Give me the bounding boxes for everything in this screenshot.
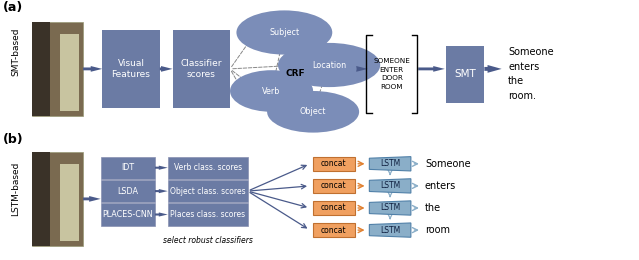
- FancyArrow shape: [155, 166, 167, 170]
- FancyBboxPatch shape: [313, 223, 355, 237]
- Text: Places class. scores: Places class. scores: [170, 210, 245, 219]
- FancyBboxPatch shape: [167, 157, 248, 179]
- Text: concat: concat: [321, 159, 347, 168]
- Polygon shape: [369, 157, 411, 171]
- Ellipse shape: [230, 70, 313, 112]
- FancyArrow shape: [83, 196, 101, 202]
- Polygon shape: [369, 201, 411, 215]
- Text: LSTM: LSTM: [380, 159, 400, 168]
- Text: LSTM: LSTM: [380, 204, 400, 212]
- FancyBboxPatch shape: [32, 152, 83, 246]
- Text: the: the: [425, 203, 441, 213]
- Text: (a): (a): [3, 1, 24, 14]
- Text: SOMEONE
ENTER
DOOR
ROOM: SOMEONE ENTER DOOR ROOM: [373, 58, 410, 90]
- Text: enters: enters: [425, 181, 456, 191]
- Text: concat: concat: [321, 181, 347, 190]
- FancyArrow shape: [418, 66, 445, 72]
- FancyArrow shape: [357, 66, 368, 72]
- Text: Object: Object: [300, 107, 327, 116]
- Text: Verb: Verb: [263, 87, 281, 95]
- Text: Subject: Subject: [269, 28, 300, 37]
- FancyBboxPatch shape: [313, 157, 355, 171]
- Text: LSTM: LSTM: [380, 181, 400, 190]
- FancyBboxPatch shape: [167, 180, 248, 202]
- FancyBboxPatch shape: [101, 203, 155, 226]
- Text: SMT: SMT: [454, 69, 476, 79]
- FancyBboxPatch shape: [313, 179, 355, 193]
- Ellipse shape: [278, 43, 380, 87]
- Text: Someone
enters
the
room.: Someone enters the room.: [508, 47, 553, 101]
- FancyBboxPatch shape: [167, 203, 248, 226]
- Text: PLACES-CNN: PLACES-CNN: [102, 210, 153, 219]
- FancyBboxPatch shape: [60, 164, 79, 241]
- Text: concat: concat: [321, 204, 347, 212]
- FancyArrow shape: [484, 65, 502, 73]
- FancyArrow shape: [155, 189, 167, 193]
- Text: select robust classifiers: select robust classifiers: [163, 236, 252, 245]
- FancyBboxPatch shape: [32, 22, 50, 116]
- Text: concat: concat: [321, 226, 347, 235]
- Polygon shape: [369, 223, 411, 237]
- FancyBboxPatch shape: [102, 30, 160, 108]
- Text: CRF: CRF: [286, 69, 305, 78]
- Ellipse shape: [267, 91, 359, 133]
- FancyBboxPatch shape: [313, 201, 355, 215]
- FancyBboxPatch shape: [173, 30, 230, 108]
- Polygon shape: [369, 179, 411, 193]
- Text: LSDA: LSDA: [118, 187, 138, 196]
- FancyBboxPatch shape: [32, 152, 50, 246]
- Text: LSTM-based: LSTM-based: [12, 161, 20, 216]
- FancyBboxPatch shape: [446, 46, 484, 103]
- Text: Verb class. scores: Verb class. scores: [174, 163, 242, 172]
- FancyArrow shape: [160, 66, 173, 72]
- FancyBboxPatch shape: [60, 34, 79, 111]
- Text: Visual
Features: Visual Features: [112, 59, 150, 79]
- Text: Someone: Someone: [425, 159, 470, 169]
- Text: LSTM: LSTM: [380, 226, 400, 235]
- Text: (b): (b): [3, 133, 24, 146]
- FancyArrow shape: [155, 212, 167, 217]
- FancyBboxPatch shape: [101, 157, 155, 179]
- Text: Classifier
scores: Classifier scores: [181, 59, 222, 79]
- FancyBboxPatch shape: [32, 22, 83, 116]
- Text: Location: Location: [312, 61, 346, 69]
- FancyArrow shape: [83, 66, 102, 72]
- Text: IDT: IDT: [121, 163, 134, 172]
- FancyBboxPatch shape: [101, 180, 155, 202]
- Ellipse shape: [236, 10, 332, 55]
- Text: SMT-based: SMT-based: [12, 28, 20, 76]
- Text: Object class. scores: Object class. scores: [170, 187, 245, 196]
- Text: room: room: [425, 225, 450, 235]
